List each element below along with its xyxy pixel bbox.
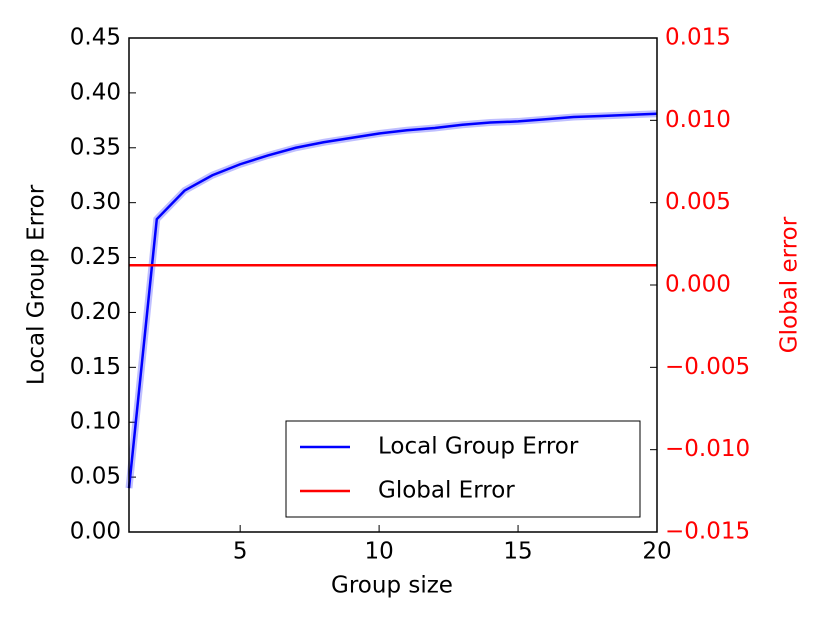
y-tick-label: 0.40	[70, 79, 121, 105]
y-tick-label: 0.15	[70, 354, 121, 380]
x-tick-label: 15	[503, 539, 532, 565]
y-axis-label: Local Group Error	[24, 184, 50, 385]
legend-label: Local Group Error	[378, 434, 579, 460]
legend-label: Global Error	[378, 478, 515, 504]
y-tick-label: 0.20	[70, 299, 121, 325]
y-tick-label: 0.25	[70, 244, 121, 270]
x-tick-label: 5	[233, 539, 248, 565]
plot-frame	[128, 37, 658, 533]
y2-tick-label: −0.005	[665, 354, 750, 380]
y2-tick-label: 0.000	[665, 272, 731, 298]
y2-axis-label: Global error	[777, 216, 803, 353]
y2-tick-label: −0.010	[665, 436, 750, 462]
y-tick-label: 0.10	[70, 409, 121, 435]
y2-tick-label: 0.005	[665, 189, 731, 215]
series-line	[127, 112, 658, 489]
y-tick-label: 0.45	[70, 25, 121, 51]
y2-tick-label: −0.015	[665, 519, 750, 545]
x-tick-label: 20	[642, 539, 671, 565]
y-tick-label: 0.30	[70, 189, 121, 215]
x-tick-label: 10	[364, 539, 393, 565]
y-tick-label: 0.00	[70, 519, 121, 545]
y-tick-label: 0.05	[70, 464, 121, 490]
y2-tick-label: 0.010	[665, 107, 731, 133]
y-tick-label: 0.35	[70, 134, 121, 160]
y2-tick-label: 0.015	[665, 25, 731, 51]
legend-box	[285, 420, 641, 518]
x-axis-label: Group size	[331, 573, 453, 599]
